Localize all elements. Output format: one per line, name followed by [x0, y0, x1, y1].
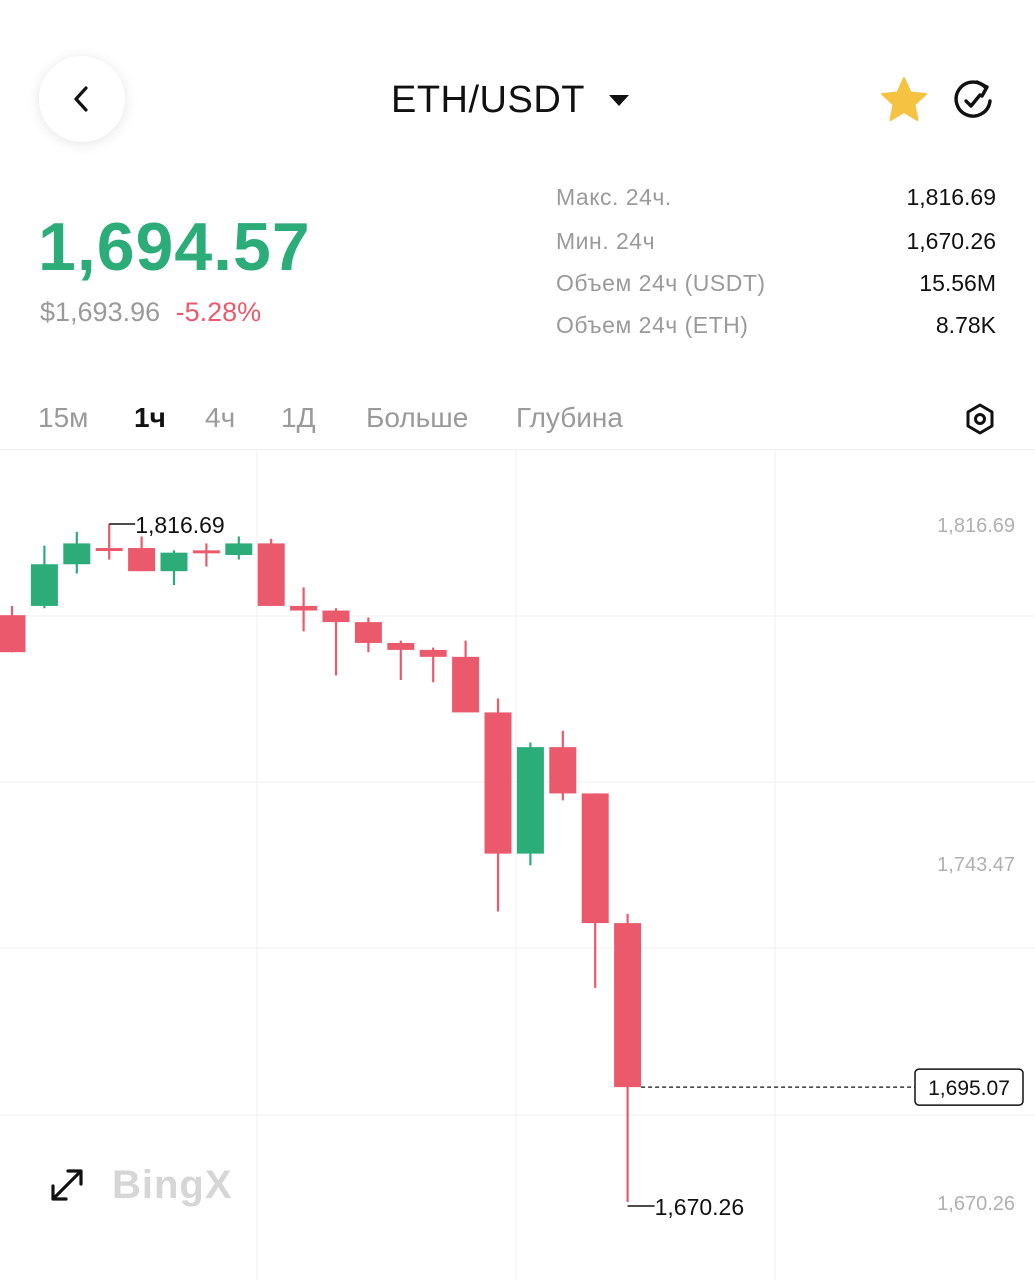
candle-body — [257, 543, 285, 606]
chevron-left-icon — [74, 86, 88, 112]
tab-15m[interactable]: 15м — [38, 402, 89, 433]
current-price-label: 1,695.07 — [928, 1077, 1010, 1100]
stat-label-vol-eth: Объем 24ч (ETH) — [556, 312, 749, 338]
candle-body — [322, 610, 350, 623]
candle-body — [387, 642, 415, 650]
candles-layer — [0, 524, 642, 1202]
change-percent: -5.28% — [175, 297, 262, 327]
pair-selector[interactable]: ETH/USDT — [360, 70, 660, 130]
stat-value-high: 1,816.69 — [906, 184, 996, 210]
stat-value-vol-eth: 8.78K — [935, 312, 996, 338]
brand-watermark: BingX — [112, 1163, 233, 1207]
candle-body — [581, 793, 609, 924]
expand-chart-button[interactable] — [48, 1166, 86, 1204]
stat-label-high: Макс. 24ч. — [556, 184, 672, 210]
tab-4h[interactable]: 4ч — [205, 402, 236, 433]
y-axis-label: 1,670.26 — [937, 1193, 1015, 1215]
stat-value-vol-usdt: 15.56M — [919, 270, 996, 296]
candle-body — [95, 548, 123, 552]
favorite-button[interactable] — [878, 74, 930, 126]
high-marker-label: 1,816.69 — [135, 512, 225, 538]
markers-layer: 1,816.69 1,670.26 1,695.07 — [109, 512, 1024, 1220]
y-axis-label: 1,743.47 — [937, 854, 1015, 876]
candle-body — [30, 564, 58, 606]
stat-label-low: Мин. 24ч — [556, 228, 656, 254]
refresh-button[interactable] — [948, 74, 998, 124]
tab-1h[interactable]: 1ч — [134, 402, 166, 433]
tab-1d[interactable]: 1Д — [281, 402, 316, 433]
candle-body — [128, 548, 156, 572]
y-axis-label: 1,816.69 — [937, 515, 1015, 537]
candle-body — [192, 550, 220, 554]
candle-body — [0, 615, 26, 653]
candle-body — [419, 649, 447, 657]
back-button[interactable] — [39, 56, 125, 142]
candle-body — [614, 923, 642, 1088]
candle-body — [290, 605, 318, 611]
candle-body — [225, 543, 253, 555]
star-icon — [881, 77, 927, 121]
chart-settings-button[interactable] — [962, 401, 998, 437]
current-price-tag — [914, 1068, 1024, 1106]
usd-price: $1,693.96 — [40, 297, 161, 327]
candle-body — [354, 622, 382, 643]
refresh-icon — [954, 80, 992, 118]
candle-body — [549, 747, 577, 794]
candle-body — [160, 552, 188, 572]
candle-body — [452, 656, 480, 713]
candle-body — [484, 712, 512, 854]
stat-value-low: 1,670.26 — [906, 228, 996, 254]
caret-down-icon — [609, 94, 629, 106]
expand-arrows-icon — [51, 1169, 83, 1201]
tab-depth[interactable]: Глубина — [516, 402, 623, 433]
low-marker-label: 1,670.26 — [655, 1194, 745, 1220]
hexagon-settings-icon — [966, 403, 994, 435]
last-price: 1,694.57 — [38, 209, 311, 285]
candle-body — [516, 747, 544, 854]
stat-label-vol-usdt: Объем 24ч (USDT) — [556, 270, 766, 296]
tab-more[interactable]: Больше — [366, 402, 469, 433]
candle-body — [63, 543, 91, 565]
price-subline: $1,693.96 -5.28% — [40, 297, 261, 328]
chart-grid: 1,816.69 1,743.47 1,670.26 — [0, 449, 1035, 1280]
candlestick-chart[interactable]: 1,816.69 1,743.47 1,670.26 1,816.69 1,670.2… — [0, 449, 1035, 1280]
pair-title: ETH/USDT — [391, 78, 585, 121]
